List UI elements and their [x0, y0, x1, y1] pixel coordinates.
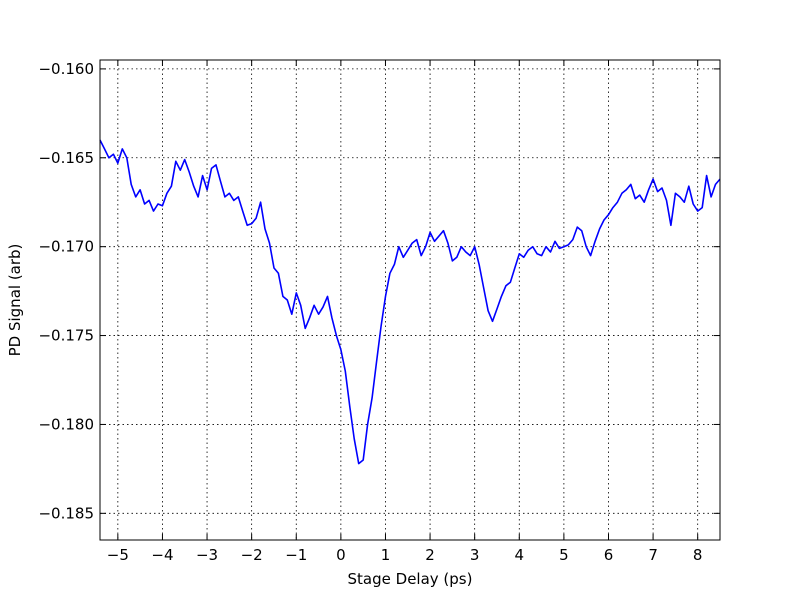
x-tick-label: 7 — [648, 546, 658, 564]
y-tick-label: −0.180 — [38, 415, 94, 433]
y-axis-label: PD Signal (arb) — [6, 244, 24, 357]
x-tick-label: −5 — [107, 546, 129, 564]
x-tick-label: −2 — [241, 546, 263, 564]
y-tick-label: −0.175 — [38, 327, 94, 345]
x-tick-label: −3 — [196, 546, 218, 564]
x-tick-labels: −5 −4 −3 −2 −1 0 1 2 3 4 5 6 7 8 — [107, 546, 703, 564]
y-tick-label: −0.170 — [38, 238, 94, 256]
x-tick-label: 3 — [470, 546, 480, 564]
x-tick-label: 1 — [381, 546, 391, 564]
x-tick-label: 2 — [425, 546, 435, 564]
y-tick-label: −0.185 — [38, 504, 94, 522]
x-tick-label: 0 — [336, 546, 346, 564]
x-tick-label: 4 — [515, 546, 525, 564]
x-axis-label: Stage Delay (ps) — [348, 570, 473, 588]
x-tick-label: −1 — [285, 546, 307, 564]
x-tick-label: −4 — [151, 546, 173, 564]
axis-ticks — [100, 60, 720, 540]
y-tick-label: −0.160 — [38, 60, 94, 78]
x-tick-label: 6 — [604, 546, 614, 564]
x-tick-label: 8 — [693, 546, 703, 564]
y-tick-label: −0.165 — [38, 149, 94, 167]
plot-frame — [99, 59, 721, 541]
grid-lines — [100, 60, 720, 540]
x-tick-label: 5 — [559, 546, 569, 564]
series-line — [99, 139, 721, 465]
y-tick-labels: −0.185 −0.180 −0.175 −0.170 −0.165 −0.160 — [38, 60, 94, 522]
